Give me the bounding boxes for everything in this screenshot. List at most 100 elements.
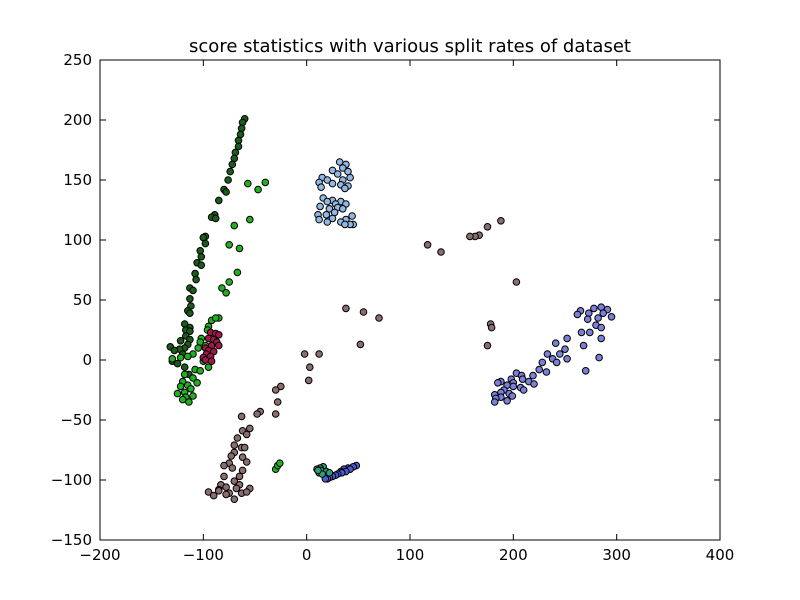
data-point-s5-42 [519,386,528,394]
data-point-s0-2 [237,124,246,133]
data-point-s4-37 [341,220,349,229]
y-tick-label-4: 50 [73,291,92,309]
x-tick-label-5: 300 [602,546,631,564]
data-point-s3-0 [483,223,492,231]
data-point-s3-9 [487,323,496,332]
x-tick-label-3: 100 [396,546,425,564]
data-point-s0-43 [170,346,179,355]
data-point-s1-22 [176,353,185,362]
data-point-s0-25 [192,275,200,284]
data-point-s3-29 [233,434,242,442]
data-point-s5-50 [503,397,511,405]
data-point-s3-12 [375,314,383,322]
data-point-s5-8 [594,314,602,322]
data-point-s0-1 [238,118,247,127]
x-tick-label-0: −200 [79,546,120,564]
data-point-s4-31 [315,215,323,224]
data-point-s0-47 [180,363,189,372]
ticks-layer: −200 −100 0 100 200 300 400 −150 −100 −50 0 50 100 15… [51,51,735,564]
data-point-s3-41 [235,472,244,481]
x-tick-label-2: 0 [302,546,312,564]
data-point-s1-10 [225,278,233,286]
data-point-s5-14 [563,334,571,343]
data-point-s0-6 [231,148,240,157]
data-point-s3-56 [222,490,230,499]
data-point-s5-9 [583,315,592,324]
data-point-s0-9 [226,167,234,176]
data-point-s5-12 [577,328,586,337]
data-point-s0-46 [173,359,182,368]
data-point-s4-26 [322,211,331,219]
data-point-s3-36 [242,458,251,466]
data-point-s5-15 [597,334,606,343]
data-point-s5-47 [508,392,517,400]
data-point-s5-28 [542,368,551,376]
data-point-s5-4 [599,309,608,318]
data-point-s1-36 [173,389,182,398]
data-point-s0-35 [186,327,194,336]
data-point-s1-39 [178,395,187,404]
data-point-s1-29 [189,374,197,382]
data-point-s3-7 [512,278,521,286]
data-point-s1-33 [176,382,185,391]
data-point-s3-40 [238,466,247,475]
data-point-s4-34 [323,218,332,226]
data-point-s1-13 [211,314,220,322]
data-point-s3-14 [356,340,365,349]
data-point-s0-31 [186,309,194,318]
data-point-s1-2 [261,178,270,187]
data-point-s5-37 [530,380,538,388]
data-point-s3-20 [271,386,280,394]
data-point-s5-40 [509,382,518,391]
data-point-s3-26 [246,424,254,433]
x-tick-label-4: 200 [499,546,528,564]
data-point-s1-31 [193,379,201,387]
data-point-s5-1 [590,304,598,313]
data-point-s4-19 [323,197,332,206]
data-point-s0-23 [197,261,206,270]
data-point-s5-19 [543,350,552,358]
data-point-s0-12 [222,188,230,196]
x-tick-label-6: 400 [706,546,735,564]
data-point-s3-49 [232,484,241,493]
data-point-s3-15 [300,350,309,358]
data-point-s3-5 [423,241,432,249]
data-point-s3-16 [315,350,323,358]
data-point-s1-40 [185,398,193,406]
points-layer [166,115,616,504]
y-tick-label-3: 0 [82,351,92,369]
y-tick-label-5: 100 [63,231,92,249]
data-point-s3-30 [230,441,239,450]
data-point-s3-21 [273,398,282,406]
data-point-s5-20 [556,350,564,358]
data-point-s1-34 [187,385,195,393]
data-point-s5-17 [579,341,588,350]
data-point-s1-8 [218,284,226,292]
data-point-s0-19 [201,239,210,248]
data-point-s7-8 [314,466,322,475]
data-point-s4-30 [328,214,337,223]
data-point-s3-4 [466,232,474,241]
data-point-s1-19 [194,344,202,352]
data-point-s3-24 [253,410,261,418]
data-point-s5-22 [595,353,603,362]
data-point-s3-32 [240,443,249,452]
data-point-s2-15 [207,357,216,366]
plot-frame [99,59,721,541]
data-point-s5-31 [529,371,537,380]
data-point-s4-5 [333,170,342,178]
x-tick-label-1: −100 [183,546,224,564]
data-point-s3-53 [209,491,218,500]
data-point-s1-38 [189,392,197,400]
data-point-s2-7 [215,341,223,350]
data-point-s3-50 [204,488,213,496]
data-point-s5-27 [535,365,544,374]
data-point-s4-25 [339,205,347,213]
y-tick-label-6: 150 [63,171,92,189]
data-point-s3-54 [230,495,239,504]
data-point-s5-18 [561,345,569,354]
data-point-s1-23 [168,355,177,363]
y-tick-label-8: 250 [63,51,92,69]
data-point-s1-5 [225,241,233,249]
y-tick-label-0: −150 [51,531,92,549]
